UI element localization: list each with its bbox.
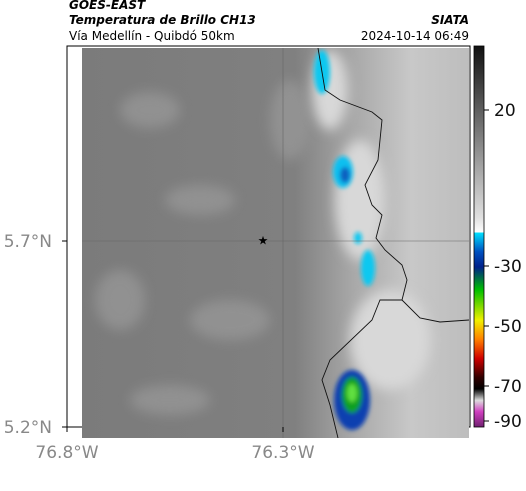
region: Vía Medellín - Quibdó 50km [69, 29, 235, 43]
colorbar-tick-label: -30 [494, 257, 522, 277]
location-star: ★ [258, 234, 269, 248]
lat-tick-label: 5.7°N [4, 232, 52, 252]
colorbar-tick-label: -50 [494, 317, 522, 337]
satellite-image [82, 48, 469, 438]
subtitle: Temperatura de Brillo CH13 [69, 13, 256, 27]
timestamp: 2024-10-14 06:49 [361, 29, 469, 43]
colorbar-tick-label: -70 [494, 377, 522, 397]
lon-tick-label: 76.8°W [35, 443, 98, 463]
lon-tick-label: 76.3°W [251, 443, 314, 463]
colorbar [473, 45, 485, 428]
colorbar-tick-label: -90 [494, 412, 522, 432]
lat-tick-label: 5.2°N [4, 418, 52, 438]
source: SIATA [431, 13, 469, 27]
colorbar-tick-label: 20 [494, 101, 516, 121]
title: GOES-EAST [69, 0, 146, 12]
